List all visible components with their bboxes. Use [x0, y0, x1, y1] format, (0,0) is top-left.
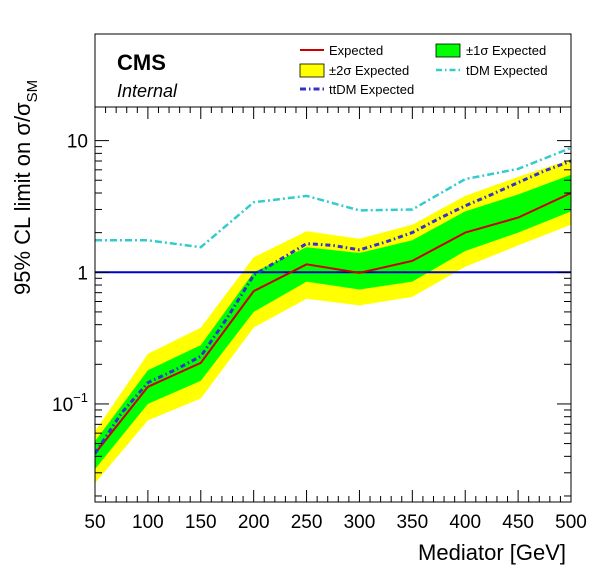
legend-expected-label: Expected — [329, 43, 383, 58]
legend-1sigma-label: ±1σ Expected — [466, 43, 546, 58]
x-tick-label: 500 — [555, 512, 587, 533]
x-axis-title: Mediator [GeV] — [418, 540, 566, 565]
experiment-label: CMS — [117, 50, 166, 75]
x-tick-label: 150 — [185, 512, 217, 533]
legend-1sigma-swatch — [435, 43, 461, 58]
x-tick-label: 400 — [449, 512, 481, 533]
legend-2sigma-label: ±2σ Expected — [329, 63, 409, 78]
legend-2sigma-swatch — [299, 63, 325, 78]
plot-frame — [94, 106, 572, 503]
series-expected-line — [95, 192, 571, 455]
x-tick-label: 100 — [132, 512, 164, 533]
y-tick-label: 10−1 — [52, 390, 88, 416]
series-ttdm-line — [95, 159, 571, 455]
legend-ttdm-label: ttDM Expected — [329, 82, 414, 97]
x-tick-label: 250 — [291, 512, 323, 533]
legend-frame — [94, 33, 572, 108]
x-tick-label: 350 — [396, 512, 428, 533]
status-label: Internal — [117, 81, 178, 101]
band-1sigma — [95, 174, 571, 470]
legend: Expected ±1σ Expected ±2σ Expected tDM E… — [299, 43, 548, 97]
x-tick-label: 200 — [238, 512, 270, 533]
y-axis-title: 95% CL limit on σ/σSM — [10, 80, 41, 295]
x-tick-label: 50 — [84, 512, 105, 533]
series-tdm-line — [95, 146, 571, 249]
y-tick-label: 1 — [77, 263, 88, 284]
legend-tdm-label: tDM Expected — [466, 63, 548, 78]
y-axis-title-subscript: SM — [24, 80, 41, 103]
y-tick-label: 10 — [67, 132, 88, 153]
x-tick-label: 300 — [344, 512, 376, 533]
x-tick-label: 450 — [502, 512, 534, 533]
